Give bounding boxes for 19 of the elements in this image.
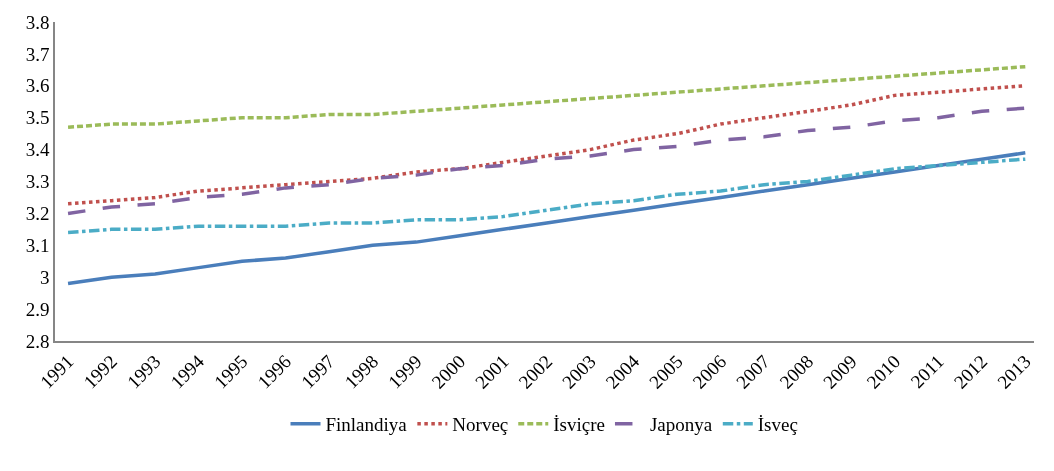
legend-label: Japonya xyxy=(649,414,713,436)
legend-label: İsviçre xyxy=(553,414,605,436)
y-tick-label: 2.9 xyxy=(25,298,50,320)
y-tick-label: 3.8 xyxy=(25,11,50,33)
line-series xyxy=(66,151,1028,286)
y-tick-label: 3.1 xyxy=(25,234,50,256)
y-tick-label: 3.6 xyxy=(25,75,50,97)
y-tick-label: 3.3 xyxy=(25,171,50,193)
line-series xyxy=(66,157,1028,235)
legend-label: Norveç xyxy=(452,414,509,436)
y-tick-label: 3.4 xyxy=(25,139,50,161)
legend-label: Finlandiya xyxy=(325,414,408,436)
y-tick-label: 3 xyxy=(39,266,50,288)
y-tick-label: 3.7 xyxy=(25,43,50,65)
line-series xyxy=(66,64,1028,130)
y-tick-label: 3.5 xyxy=(25,107,50,129)
y-tick-label: 2.8 xyxy=(25,330,50,352)
y-tick-label: 3.2 xyxy=(25,203,50,225)
legend-label: İsveç xyxy=(757,414,798,436)
